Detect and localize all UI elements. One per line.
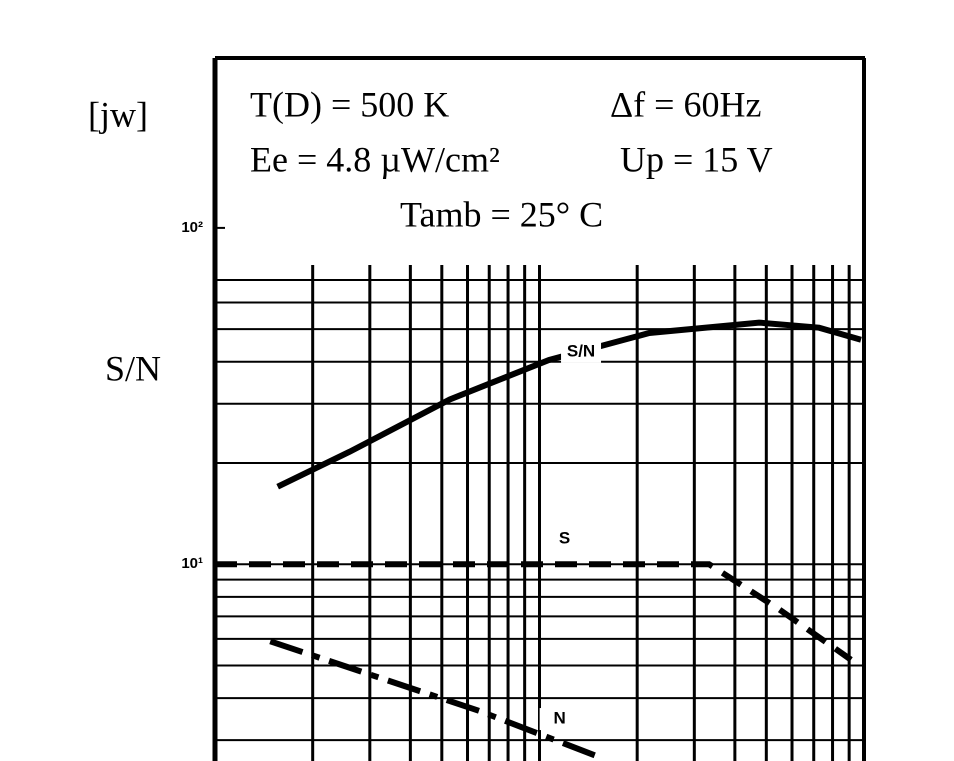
y-tick-label: 10² xyxy=(181,219,203,236)
label-bg xyxy=(539,708,580,731)
series-label: S/N xyxy=(567,341,595,360)
unit-label: [jw] xyxy=(88,94,148,134)
series-label: N xyxy=(554,709,566,728)
annotation: Tamb = 25° C xyxy=(400,194,603,234)
series-label: S xyxy=(559,529,570,548)
label-bg xyxy=(544,528,585,551)
label-bg xyxy=(561,340,602,363)
annotation: Ee = 4.8 µW/cm² xyxy=(250,139,500,179)
annotation: Δf = 60Hz xyxy=(610,84,761,124)
series-line xyxy=(269,638,601,760)
y-tick-label: 10¹ xyxy=(181,555,203,572)
annotation: Up = 15 V xyxy=(620,139,773,179)
annotation: T(D) = 500 K xyxy=(250,84,449,124)
y-axis-label: S/N xyxy=(105,348,161,388)
series-line xyxy=(215,561,853,663)
